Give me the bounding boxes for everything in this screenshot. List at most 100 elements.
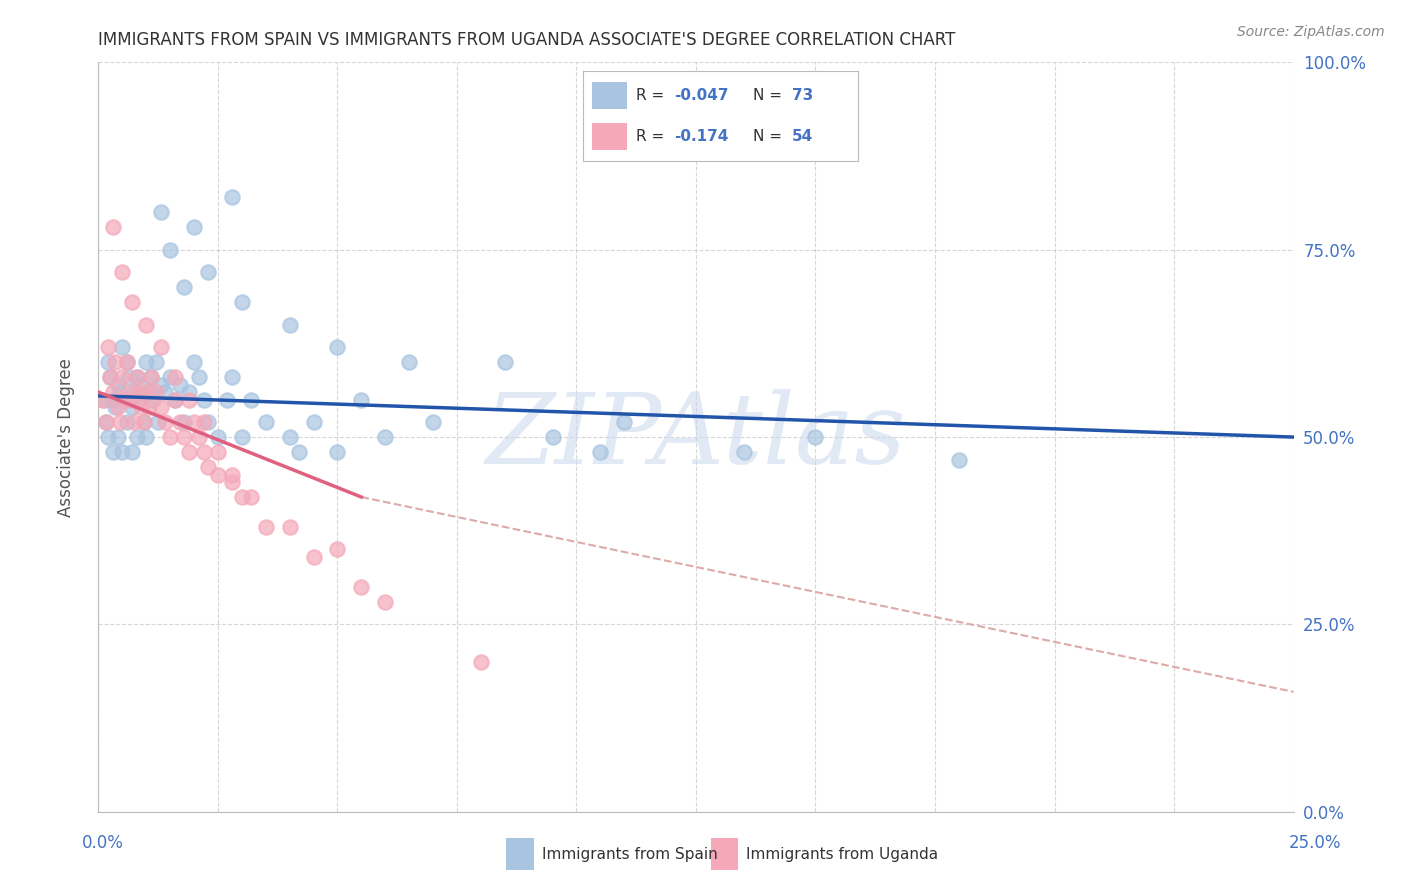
Point: [121, 392, 143, 407]
Text: 0.0%: 0.0%: [82, 834, 124, 852]
Point: [302, 549, 325, 564]
Point: [118, 370, 141, 384]
Point: [111, 340, 134, 354]
Bar: [592, 123, 627, 150]
Point: [104, 400, 127, 414]
Point: [217, 392, 239, 407]
Point: [97, 355, 120, 369]
Point: [101, 385, 124, 400]
Point: [221, 467, 243, 482]
Point: [197, 460, 219, 475]
Point: [187, 430, 209, 444]
Point: [118, 385, 141, 400]
Point: [193, 392, 215, 407]
Point: [148, 415, 170, 429]
Text: -0.047: -0.047: [673, 88, 728, 103]
Point: [135, 430, 157, 444]
Point: [254, 415, 277, 429]
Point: [115, 415, 138, 429]
Point: [149, 205, 172, 219]
Point: [207, 445, 229, 459]
Point: [163, 370, 186, 384]
Text: ZIPAtlas: ZIPAtlas: [485, 390, 907, 484]
Point: [326, 445, 349, 459]
Point: [114, 392, 136, 407]
Point: [169, 415, 191, 429]
Point: [121, 445, 143, 459]
Point: [135, 355, 157, 369]
Point: [193, 445, 215, 459]
Point: [108, 385, 131, 400]
Point: [111, 265, 134, 279]
Point: [124, 385, 146, 400]
Point: [149, 340, 172, 354]
Point: [145, 355, 167, 369]
Text: 54: 54: [792, 129, 813, 144]
Point: [97, 340, 120, 354]
Point: [115, 355, 138, 369]
Point: [221, 475, 243, 489]
Point: [179, 445, 201, 459]
Point: [138, 385, 160, 400]
Point: [94, 415, 117, 429]
Point: [169, 377, 191, 392]
Point: [159, 430, 181, 444]
Point: [422, 415, 444, 429]
Point: [221, 190, 243, 204]
Point: [101, 445, 124, 459]
Text: N =: N =: [754, 129, 787, 144]
Text: Immigrants from Uganda: Immigrants from Uganda: [747, 847, 938, 862]
Point: [470, 655, 492, 669]
Point: [97, 430, 120, 444]
Point: [207, 430, 229, 444]
Text: -0.174: -0.174: [673, 129, 728, 144]
Point: [183, 355, 205, 369]
Point: [145, 385, 167, 400]
Point: [350, 392, 373, 407]
Point: [107, 400, 129, 414]
Point: [132, 415, 155, 429]
Point: [288, 445, 311, 459]
Y-axis label: Associate's Degree: Associate's Degree: [56, 358, 75, 516]
Point: [125, 370, 148, 384]
Point: [589, 445, 612, 459]
Point: [111, 370, 134, 384]
Text: 73: 73: [792, 88, 813, 103]
Point: [139, 370, 162, 384]
Point: [326, 340, 349, 354]
Point: [142, 392, 165, 407]
Point: [131, 377, 153, 392]
Text: Source: ZipAtlas.com: Source: ZipAtlas.com: [1237, 25, 1385, 39]
Point: [128, 392, 150, 407]
Point: [221, 370, 243, 384]
Point: [240, 490, 263, 504]
Text: R =: R =: [636, 129, 669, 144]
Point: [98, 370, 122, 384]
Point: [155, 385, 177, 400]
Point: [135, 385, 157, 400]
Point: [114, 392, 136, 407]
Point: [804, 430, 827, 444]
Point: [111, 445, 134, 459]
Point: [101, 220, 124, 235]
Point: [124, 415, 146, 429]
Point: [91, 392, 114, 407]
Point: [179, 385, 201, 400]
Point: [132, 415, 155, 429]
Point: [173, 280, 195, 294]
Point: [139, 370, 162, 384]
Point: [179, 392, 201, 407]
Point: [115, 355, 138, 369]
Point: [163, 392, 186, 407]
Point: [107, 430, 129, 444]
Point: [240, 392, 263, 407]
Point: [173, 430, 195, 444]
Text: N =: N =: [754, 88, 787, 103]
Point: [128, 385, 150, 400]
Point: [107, 377, 129, 392]
Point: [159, 243, 181, 257]
Point: [121, 295, 143, 310]
Point: [159, 370, 181, 384]
Point: [187, 370, 209, 384]
Point: [138, 400, 160, 414]
